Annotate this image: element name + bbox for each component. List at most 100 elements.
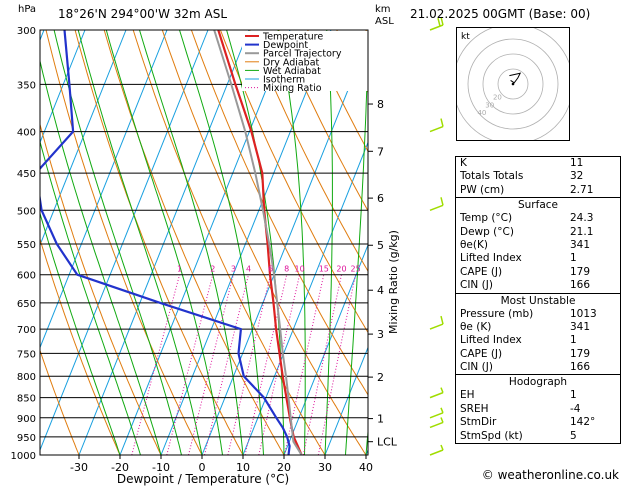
km-tick-label: 2: [377, 371, 384, 384]
hodograph-row: SREH -4: [456, 403, 620, 416]
km-label: km: [375, 4, 391, 15]
most-unstable-value: 1: [570, 334, 577, 347]
surface-row: Lifted Index 1: [456, 252, 620, 265]
wind-barb-flag: [440, 407, 444, 414]
index-label: PW (cm): [460, 183, 505, 196]
hodograph-value: 5: [570, 429, 577, 442]
km-tick-label: 6: [377, 192, 384, 205]
surface-row: CAPE (J) 179: [456, 266, 620, 279]
mixing-ratio-tick-label: 20: [336, 265, 346, 274]
pressure-tick-label: 400: [17, 128, 36, 139]
km-tick-label: 7: [377, 145, 384, 158]
wind-barb-shaft: [429, 421, 444, 429]
dry-adiabat-line: [278, 30, 368, 212]
wet-adiabat-line: [345, 30, 368, 455]
mixing-ratio-tick-label: 25: [351, 265, 361, 274]
wind-barb-shaft: [429, 323, 444, 330]
pressure-tick-label: 950: [17, 433, 36, 444]
surface-label: Lifted Index: [460, 252, 522, 265]
mixing-ratio-line: [284, 274, 325, 455]
wind-barb-shaft: [429, 24, 444, 31]
most-unstable-value: 179: [570, 347, 591, 360]
hodograph-label: StmSpd (kt): [460, 429, 523, 442]
index-value: 11: [570, 157, 584, 169]
hodograph-ring: [482, 53, 544, 115]
wind-barb-shaft: [429, 412, 444, 419]
most-unstable-value: 341: [570, 320, 591, 333]
mixing-ratio-line: [258, 274, 301, 455]
wind-barb-flag: [440, 118, 444, 127]
hodograph-label: StmDir: [460, 416, 497, 429]
most-unstable-label: CAPE (J): [460, 347, 503, 360]
wind-barb-flag: [440, 387, 444, 393]
pressure-tick-label: 900: [17, 414, 36, 425]
hodograph-row: StmSpd (kt) 5: [456, 430, 620, 443]
pressure-tick-label: 500: [17, 206, 36, 217]
hodograph-title: Hodograph: [508, 376, 568, 389]
isotherm-line: [40, 30, 209, 452]
surface-value: 166: [570, 279, 591, 292]
surface-row: CIN (J) 166: [456, 279, 620, 292]
datetime-label: 21.02.2025 00GMT (Base: 00): [410, 7, 591, 21]
copyright-footer[interactable]: © weatheronline.co.uk: [481, 468, 619, 482]
isobar-lines: [40, 29, 368, 456]
legend-item-label: Parcel Trajectory: [263, 49, 342, 60]
wind-barb-flag: [437, 18, 441, 27]
wind-barb-flag: [440, 444, 444, 451]
surface-title: Surface: [517, 199, 558, 212]
wet-adiabat-lines: [40, 30, 368, 455]
mixing-ratio-lines: [131, 274, 357, 455]
most-unstable-label: θe (K): [460, 320, 492, 333]
index-row: PW (cm) 2.71: [456, 184, 620, 197]
mixing-ratio-tick-label: 15: [319, 265, 329, 274]
temperature-tick-label: 40: [359, 461, 373, 474]
index-value: 2.71: [570, 183, 594, 196]
surface-label: Dewp (°C): [460, 225, 514, 238]
wind-barb-flag: [440, 417, 444, 423]
hodograph-ring-label: 20: [493, 94, 502, 102]
most-unstable-block: Most Unstable Pressure (mb) 1013 θe (K) 341…: [456, 292, 620, 375]
surface-row: θe(K) 341: [456, 239, 620, 252]
wet-adiabat-line: [77, 30, 203, 455]
temperature-tick-label: -10: [152, 461, 170, 474]
dry-adiabat-line: [307, 30, 368, 153]
location-label: 18°26'N 294°00'W 32m ASL: [58, 7, 228, 21]
isotherm-line: [78, 30, 250, 455]
most-unstable-row: Lifted Index 1: [456, 334, 620, 347]
mixing-ratio-tick-label: 8: [284, 265, 289, 274]
hodograph-row: StmDir 142°: [456, 416, 620, 429]
wind-barb-flag: [440, 315, 444, 325]
index-label: Totals Totals: [460, 170, 524, 183]
surface-value: 21.1: [570, 225, 594, 238]
wind-barb-shaft: [429, 391, 444, 399]
mixing-ratio-tick-label: 3: [231, 265, 236, 274]
surface-label: θe(K): [460, 238, 488, 251]
legend-item-label: Dewpoint: [263, 40, 308, 51]
surface-value: 1: [570, 252, 577, 265]
asl-label: ASL: [375, 16, 394, 27]
temperature-tick-label: 20: [277, 461, 291, 474]
pressure-tick-label: 750: [17, 349, 36, 360]
km-tick-label: 3: [377, 328, 384, 341]
hodograph-center: [511, 82, 515, 86]
most-unstable-value: 1013: [570, 307, 597, 320]
indices-panel: K 11 Totals Totals 32 PW (cm) 2.71 Surface Te…: [455, 156, 621, 445]
surface-value: 24.3: [570, 212, 594, 225]
surface-label: Temp (°C): [460, 212, 513, 225]
hodograph-value: 142°: [570, 416, 596, 429]
hodograph-ring-label: 40: [477, 109, 486, 117]
hodograph-line: [509, 72, 522, 84]
surface-value: 341: [570, 238, 591, 251]
hodograph-value: 1: [570, 389, 577, 402]
index-row: Totals Totals 32: [456, 170, 620, 183]
most-unstable-row: CAPE (J) 179: [456, 348, 620, 361]
mixing-ratio-axis-label: Mixing Ratio (g/kg): [387, 230, 400, 334]
km-tick-label: 4: [377, 284, 384, 297]
legend-item-label: Isotherm: [263, 75, 305, 86]
index-value: 32: [570, 170, 584, 183]
most-unstable-row: θe (K) 341: [456, 321, 620, 334]
pressure-tick-label: 800: [17, 372, 36, 383]
